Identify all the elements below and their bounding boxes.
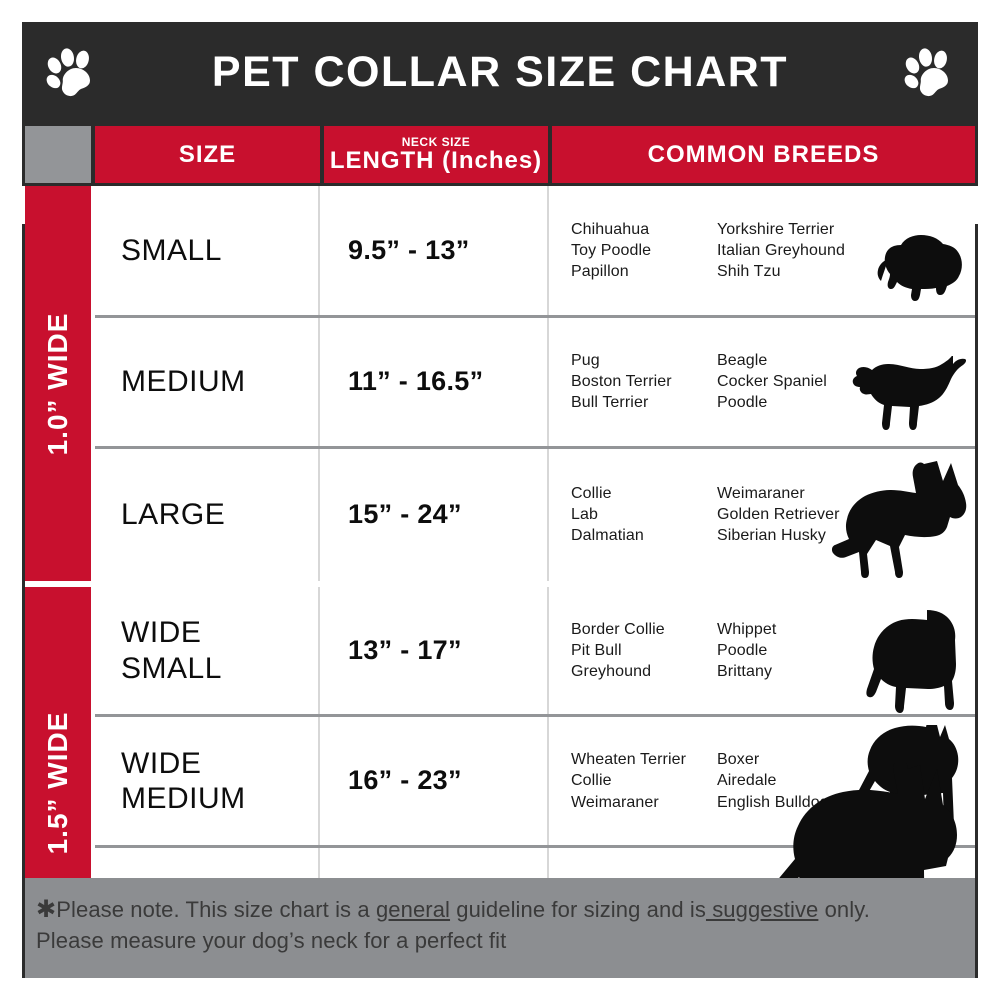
breed-item: Pit Bull	[571, 642, 622, 660]
group-label-bar: 1.0” WIDE	[25, 186, 91, 581]
cell-breeds: Collie Lab Dalmatian Weimaraner Golden R…	[549, 449, 975, 581]
breed-item: Greyhound	[571, 663, 652, 681]
table-row: SMALL 9.5” - 13” Chihuahua Toy Poodle Pa…	[95, 186, 975, 318]
footer-underline-general: general	[375, 897, 451, 922]
paw-print-icon	[902, 46, 956, 102]
cell-size: WIDE SMALL	[95, 587, 320, 715]
size-label: SMALL	[121, 233, 222, 267]
cell-length: 11” - 16.5”	[320, 317, 549, 446]
breed-item: Boston Terrier	[571, 373, 672, 391]
breed-item: Italian Greyhound	[717, 241, 846, 259]
chart-header: PET COLLAR SIZE CHART	[22, 22, 978, 123]
breed-item: English Bulldog	[717, 793, 829, 811]
group-1-0-wide: 1.0” WIDE SMALL 9.5” - 13” Chihuahua Toy…	[22, 186, 978, 581]
column-header-length: NECK SIZE LENGTH (Inches)	[324, 126, 548, 183]
breed-item: Golden Retriever	[717, 506, 840, 524]
footer-underline-suggestive: suggestive	[705, 897, 819, 922]
cell-size: SMALL	[95, 186, 320, 315]
group-label-text: 1.0” WIDE	[42, 312, 73, 455]
breed-item: Papillon	[571, 262, 629, 280]
breed-item: Cocker Spaniel	[717, 373, 827, 391]
breed-item: Bull Terrier	[571, 394, 649, 412]
asterisk-icon: ✱	[36, 896, 57, 923]
size-label: LARGE	[121, 498, 226, 532]
size-label: MEDIUM	[121, 365, 246, 399]
cell-size: MEDIUM	[95, 317, 320, 446]
breed-item: Poodle	[717, 394, 768, 412]
column-header-breeds-label: COMMON BREEDS	[647, 140, 880, 168]
breeds-column-2: Weimaraner Golden Retriever Siberian Hus…	[717, 483, 867, 546]
breed-item: Weimaraner	[717, 485, 805, 503]
breed-item: Poodle	[717, 642, 768, 660]
cell-length: 13” - 17”	[320, 587, 549, 715]
cell-length: 16” - 23”	[320, 717, 549, 845]
breed-item: Toy Poodle	[571, 241, 652, 259]
breeds-column-2: Whippet Poodle Brittany	[717, 619, 867, 682]
breeds-column-1: Border Collie Pit Bull Greyhound	[571, 619, 717, 682]
breed-item: Brittany	[717, 663, 773, 681]
footer-line-1: ✱Please note. This size chart is a gener…	[36, 894, 962, 926]
footer-text-a: Please note. This size chart is a	[56, 897, 376, 922]
breeds-column-2: Yorkshire Terrier Italian Greyhound Shih…	[717, 219, 867, 282]
breed-item: Whippet	[717, 620, 777, 638]
breed-item: Collie	[571, 772, 612, 790]
table-row: WIDE MEDIUM 16” - 23” Wheaten Terrier Co…	[95, 717, 975, 848]
size-label-line1: WIDE	[121, 746, 202, 780]
table-row: WIDE SMALL 13” - 17” Border Collie Pit B…	[95, 587, 975, 718]
column-header-length-label: LENGTH (Inches)	[329, 147, 543, 174]
breed-item: Lab	[571, 506, 598, 524]
breed-item: Border Collie	[571, 620, 665, 638]
breed-item: Siberian Husky	[717, 527, 827, 545]
footer-text-b: guideline for sizing and is	[450, 897, 706, 922]
breed-item: Weimaraner	[571, 793, 659, 811]
footer-note: ✱Please note. This size chart is a gener…	[22, 878, 978, 978]
column-header-size-label: SIZE	[178, 140, 237, 168]
breeds-column-1: Chihuahua Toy Poodle Papillon	[571, 219, 717, 282]
cell-size: WIDE MEDIUM	[95, 717, 320, 845]
column-header-size: SIZE	[95, 126, 320, 183]
size-table: SIZE NECK SIZE LENGTH (Inches) COMMON BR…	[22, 123, 978, 978]
table-row: MEDIUM 11” - 16.5” Pug Boston Terrier Bu…	[95, 317, 975, 449]
column-header-breeds: COMMON BREEDS	[552, 126, 975, 183]
footer-line-2: Please measure your dog’s neck for a per…	[36, 927, 507, 953]
group-1-rows: SMALL 9.5” - 13” Chihuahua Toy Poodle Pa…	[95, 186, 975, 581]
group-label-text: 1.5” WIDE	[42, 711, 73, 854]
cell-length: 9.5” - 13”	[320, 186, 549, 315]
breed-item: Dalmatian	[571, 527, 644, 545]
column-header-length-sublabel: NECK SIZE	[401, 135, 471, 149]
breeds-column-2: Beagle Cocker Spaniel Poodle	[717, 350, 867, 413]
table-row: LARGE 15” - 24” Collie Lab Dalmatian Wei…	[95, 449, 975, 581]
size-label-line1: WIDE	[121, 616, 202, 650]
breed-item: Wheaten Terrier	[571, 751, 687, 769]
breed-item: Shih Tzu	[717, 262, 781, 280]
cell-breeds: Chihuahua Toy Poodle Papillon Yorkshire …	[549, 186, 975, 315]
breeds-column-2: Boxer Airedale English Bulldog	[717, 749, 867, 812]
breed-item: Beagle	[717, 352, 768, 370]
breed-item: Collie	[571, 485, 612, 503]
breed-item: Boxer	[717, 751, 760, 769]
footer-text-c: only.	[818, 897, 870, 922]
table-column-header-row: SIZE NECK SIZE LENGTH (Inches) COMMON BR…	[22, 123, 978, 186]
cell-breeds: Pug Boston Terrier Bull Terrier Beagle C…	[549, 318, 975, 447]
pet-collar-size-chart: PET COLLAR SIZE CHART SIZE NECK SIZE LEN…	[22, 22, 978, 978]
breed-item: Pug	[571, 352, 600, 370]
breeds-column-1: Pug Boston Terrier Bull Terrier	[571, 350, 717, 413]
cell-length: 15” - 24”	[320, 449, 549, 581]
breed-item: Chihuahua	[571, 220, 650, 238]
breed-item: Yorkshire Terrier	[717, 220, 835, 238]
size-label-line2: MEDIUM	[121, 781, 246, 815]
cell-size: LARGE	[95, 449, 320, 581]
size-label-line2: SMALL	[121, 651, 222, 685]
column-header-corner	[25, 126, 91, 183]
page-title: PET COLLAR SIZE CHART	[211, 48, 789, 96]
breeds-column-1: Collie Lab Dalmatian	[571, 483, 717, 546]
breed-item: Airedale	[717, 772, 777, 790]
cell-breeds: Wheaten Terrier Collie Weimaraner Boxer …	[549, 717, 975, 844]
paw-print-icon	[44, 46, 98, 102]
cell-breeds: Border Collie Pit Bull Greyhound Whippet…	[549, 587, 975, 714]
breeds-column-1: Wheaten Terrier Collie Weimaraner	[571, 749, 717, 812]
